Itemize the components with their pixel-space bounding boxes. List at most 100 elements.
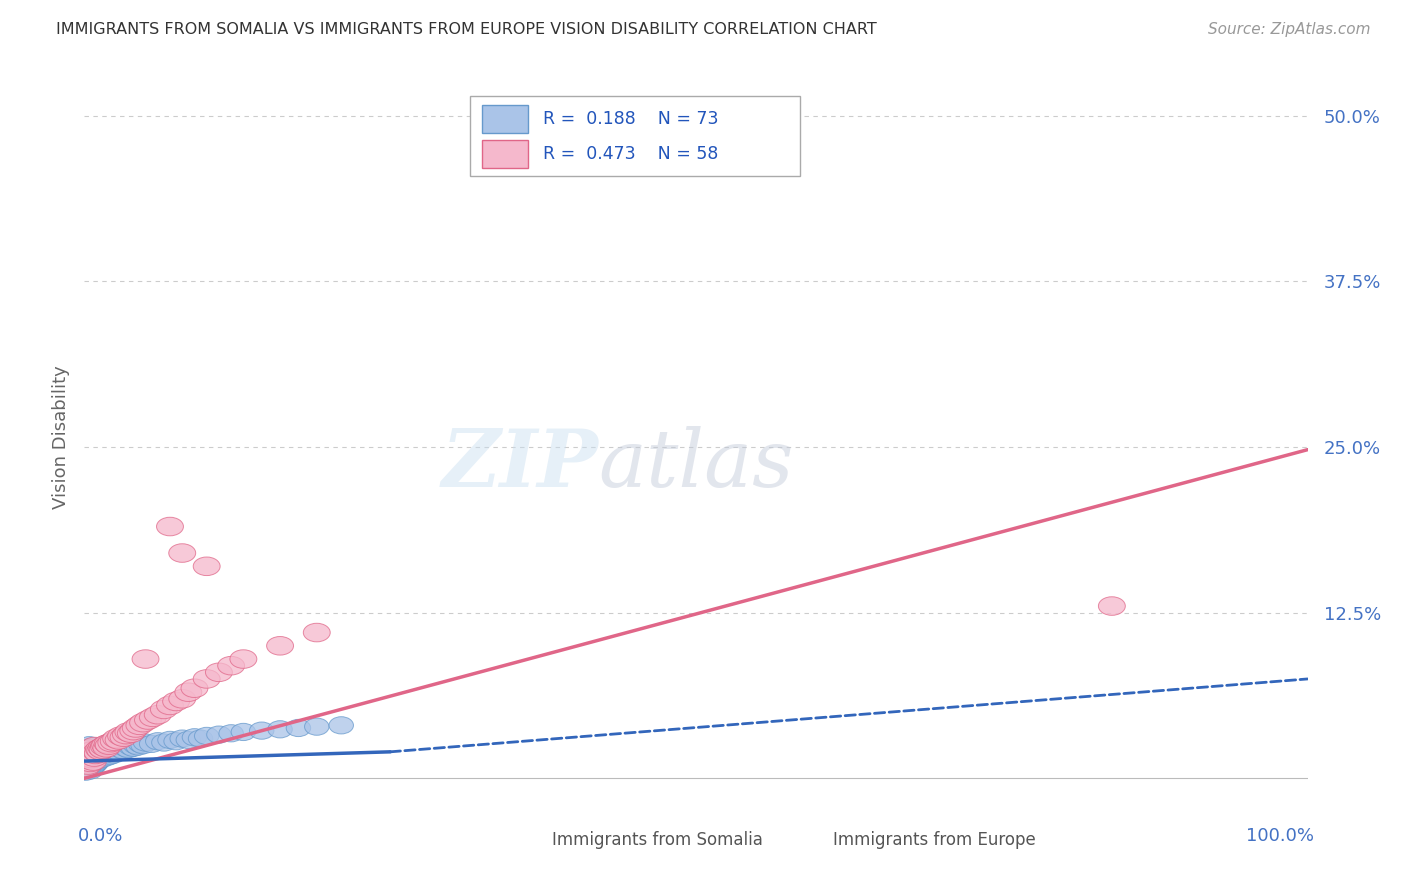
Ellipse shape: [80, 738, 105, 756]
Ellipse shape: [176, 731, 201, 748]
Text: 0.0%: 0.0%: [79, 827, 124, 845]
Ellipse shape: [96, 746, 120, 763]
Ellipse shape: [194, 727, 219, 745]
Ellipse shape: [174, 683, 202, 701]
Text: Immigrants from Somalia: Immigrants from Somalia: [551, 831, 762, 849]
Ellipse shape: [128, 735, 153, 753]
Ellipse shape: [90, 750, 115, 767]
Ellipse shape: [231, 723, 256, 740]
Ellipse shape: [117, 740, 141, 758]
Ellipse shape: [75, 759, 98, 776]
Ellipse shape: [205, 663, 232, 681]
Ellipse shape: [207, 726, 231, 743]
Ellipse shape: [249, 722, 274, 739]
Ellipse shape: [115, 723, 142, 741]
Y-axis label: Vision Disability: Vision Disability: [52, 365, 70, 509]
Text: Source: ZipAtlas.com: Source: ZipAtlas.com: [1208, 22, 1371, 37]
Ellipse shape: [77, 756, 101, 773]
Ellipse shape: [181, 679, 208, 698]
Ellipse shape: [76, 750, 100, 767]
Ellipse shape: [93, 739, 120, 757]
Ellipse shape: [87, 741, 114, 760]
Ellipse shape: [156, 517, 183, 536]
Ellipse shape: [269, 721, 292, 738]
Ellipse shape: [135, 711, 162, 730]
Ellipse shape: [75, 746, 98, 763]
Ellipse shape: [84, 754, 108, 771]
Ellipse shape: [75, 756, 101, 774]
Ellipse shape: [94, 748, 118, 765]
Ellipse shape: [77, 746, 101, 763]
Ellipse shape: [79, 762, 103, 779]
Ellipse shape: [188, 730, 212, 747]
Ellipse shape: [91, 736, 118, 755]
Ellipse shape: [89, 739, 115, 757]
Text: R =  0.473    N = 58: R = 0.473 N = 58: [543, 145, 718, 163]
Ellipse shape: [80, 747, 105, 764]
Ellipse shape: [127, 716, 153, 735]
Ellipse shape: [131, 737, 155, 754]
Ellipse shape: [112, 725, 139, 744]
Ellipse shape: [156, 696, 183, 714]
Text: ZIP: ZIP: [441, 426, 598, 504]
Ellipse shape: [152, 734, 176, 751]
Ellipse shape: [145, 706, 172, 724]
Ellipse shape: [89, 746, 114, 763]
Ellipse shape: [76, 740, 100, 758]
Ellipse shape: [77, 742, 104, 761]
FancyBboxPatch shape: [482, 105, 529, 133]
Ellipse shape: [80, 747, 108, 766]
Ellipse shape: [73, 753, 100, 772]
Ellipse shape: [80, 759, 104, 776]
Ellipse shape: [83, 756, 108, 772]
Ellipse shape: [79, 743, 103, 761]
Ellipse shape: [90, 738, 117, 756]
Ellipse shape: [83, 742, 110, 761]
Ellipse shape: [193, 670, 221, 689]
FancyBboxPatch shape: [513, 832, 543, 847]
Ellipse shape: [76, 739, 103, 758]
Ellipse shape: [93, 745, 117, 762]
Ellipse shape: [100, 732, 127, 750]
Ellipse shape: [82, 756, 107, 773]
Ellipse shape: [267, 637, 294, 655]
Ellipse shape: [305, 718, 329, 735]
Ellipse shape: [169, 544, 195, 562]
Ellipse shape: [132, 649, 159, 668]
Text: atlas: atlas: [598, 426, 793, 504]
Ellipse shape: [84, 742, 108, 759]
Ellipse shape: [105, 742, 129, 759]
Ellipse shape: [98, 745, 124, 762]
Ellipse shape: [80, 748, 104, 765]
Ellipse shape: [134, 734, 157, 751]
Ellipse shape: [83, 743, 108, 761]
Ellipse shape: [124, 737, 148, 754]
Ellipse shape: [129, 714, 156, 732]
Ellipse shape: [98, 747, 122, 764]
Ellipse shape: [97, 743, 121, 761]
Ellipse shape: [82, 745, 108, 764]
Ellipse shape: [118, 738, 143, 756]
Ellipse shape: [100, 742, 125, 759]
Ellipse shape: [139, 708, 166, 727]
Ellipse shape: [120, 722, 146, 739]
Ellipse shape: [110, 728, 136, 747]
Ellipse shape: [101, 746, 127, 763]
Ellipse shape: [163, 692, 190, 711]
Ellipse shape: [103, 730, 129, 747]
FancyBboxPatch shape: [470, 96, 800, 177]
Ellipse shape: [76, 750, 103, 769]
Ellipse shape: [183, 729, 207, 746]
Ellipse shape: [89, 739, 117, 758]
Ellipse shape: [108, 740, 134, 758]
Ellipse shape: [80, 739, 104, 756]
Ellipse shape: [329, 716, 353, 734]
Ellipse shape: [89, 748, 112, 765]
Ellipse shape: [76, 761, 100, 778]
Ellipse shape: [157, 731, 183, 748]
Ellipse shape: [193, 557, 221, 575]
Ellipse shape: [79, 753, 103, 770]
Ellipse shape: [86, 739, 112, 758]
Ellipse shape: [165, 732, 188, 750]
Ellipse shape: [73, 763, 98, 780]
